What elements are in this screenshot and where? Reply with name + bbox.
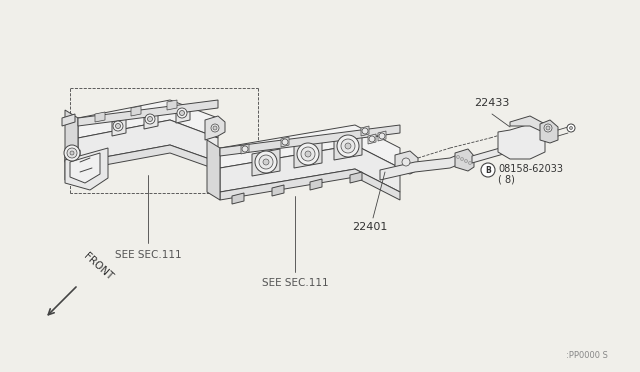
Polygon shape bbox=[498, 124, 545, 159]
Polygon shape bbox=[207, 140, 220, 200]
Polygon shape bbox=[176, 106, 190, 123]
Text: :PP0000 S: :PP0000 S bbox=[566, 350, 608, 359]
Text: SEE SEC.111: SEE SEC.111 bbox=[262, 278, 328, 288]
Circle shape bbox=[481, 163, 495, 177]
Polygon shape bbox=[361, 126, 369, 136]
Polygon shape bbox=[281, 137, 289, 147]
Circle shape bbox=[546, 126, 550, 130]
Polygon shape bbox=[378, 131, 386, 141]
Circle shape bbox=[570, 126, 573, 129]
Circle shape bbox=[402, 158, 410, 166]
Circle shape bbox=[301, 147, 315, 161]
Polygon shape bbox=[167, 100, 177, 110]
Circle shape bbox=[341, 139, 355, 153]
Polygon shape bbox=[95, 112, 105, 122]
Polygon shape bbox=[220, 125, 400, 168]
Polygon shape bbox=[131, 106, 141, 116]
Circle shape bbox=[242, 146, 248, 152]
Polygon shape bbox=[294, 141, 322, 168]
Polygon shape bbox=[368, 134, 376, 144]
Polygon shape bbox=[472, 145, 510, 163]
Circle shape bbox=[145, 114, 155, 124]
Polygon shape bbox=[70, 153, 100, 183]
Circle shape bbox=[115, 124, 120, 128]
Polygon shape bbox=[310, 179, 322, 190]
Circle shape bbox=[297, 143, 319, 165]
Circle shape bbox=[282, 139, 288, 145]
Polygon shape bbox=[380, 154, 460, 180]
Circle shape bbox=[461, 157, 463, 160]
Polygon shape bbox=[272, 185, 284, 196]
Circle shape bbox=[567, 124, 575, 132]
Polygon shape bbox=[220, 169, 400, 200]
Circle shape bbox=[70, 151, 74, 155]
Polygon shape bbox=[241, 144, 249, 154]
Circle shape bbox=[379, 133, 385, 139]
Circle shape bbox=[67, 148, 77, 158]
Circle shape bbox=[544, 124, 552, 132]
Circle shape bbox=[177, 108, 187, 118]
Polygon shape bbox=[455, 149, 474, 171]
Polygon shape bbox=[144, 112, 158, 129]
Polygon shape bbox=[78, 120, 218, 162]
Polygon shape bbox=[334, 133, 362, 160]
Polygon shape bbox=[65, 150, 80, 180]
Circle shape bbox=[305, 151, 311, 157]
Text: 22433: 22433 bbox=[474, 98, 509, 108]
Polygon shape bbox=[78, 100, 218, 138]
Polygon shape bbox=[65, 148, 108, 190]
Circle shape bbox=[362, 128, 368, 134]
Polygon shape bbox=[220, 125, 400, 156]
Text: FRONT: FRONT bbox=[82, 251, 115, 282]
Text: B: B bbox=[485, 166, 491, 174]
Polygon shape bbox=[350, 172, 362, 183]
Circle shape bbox=[213, 126, 217, 130]
Text: 08158-62033: 08158-62033 bbox=[498, 164, 563, 174]
Circle shape bbox=[263, 159, 269, 165]
Circle shape bbox=[255, 151, 277, 173]
Text: ( 8): ( 8) bbox=[498, 174, 515, 184]
Circle shape bbox=[211, 124, 219, 132]
Text: SEE SEC.111: SEE SEC.111 bbox=[115, 250, 181, 260]
Polygon shape bbox=[220, 145, 400, 192]
Polygon shape bbox=[395, 151, 418, 174]
Polygon shape bbox=[78, 145, 218, 170]
Circle shape bbox=[113, 121, 123, 131]
Circle shape bbox=[468, 161, 472, 164]
Polygon shape bbox=[62, 114, 75, 126]
Polygon shape bbox=[510, 116, 545, 133]
Polygon shape bbox=[65, 110, 78, 170]
Circle shape bbox=[64, 145, 80, 161]
Polygon shape bbox=[232, 193, 244, 204]
Circle shape bbox=[337, 135, 359, 157]
Text: 22401: 22401 bbox=[352, 222, 388, 232]
Circle shape bbox=[369, 136, 375, 142]
Circle shape bbox=[345, 143, 351, 149]
Polygon shape bbox=[252, 149, 280, 176]
Circle shape bbox=[179, 110, 184, 115]
Polygon shape bbox=[540, 120, 558, 143]
Polygon shape bbox=[112, 119, 126, 136]
Polygon shape bbox=[205, 116, 225, 140]
Circle shape bbox=[456, 155, 460, 158]
Circle shape bbox=[465, 160, 467, 163]
Polygon shape bbox=[78, 100, 218, 126]
Circle shape bbox=[259, 155, 273, 169]
Circle shape bbox=[147, 116, 152, 122]
